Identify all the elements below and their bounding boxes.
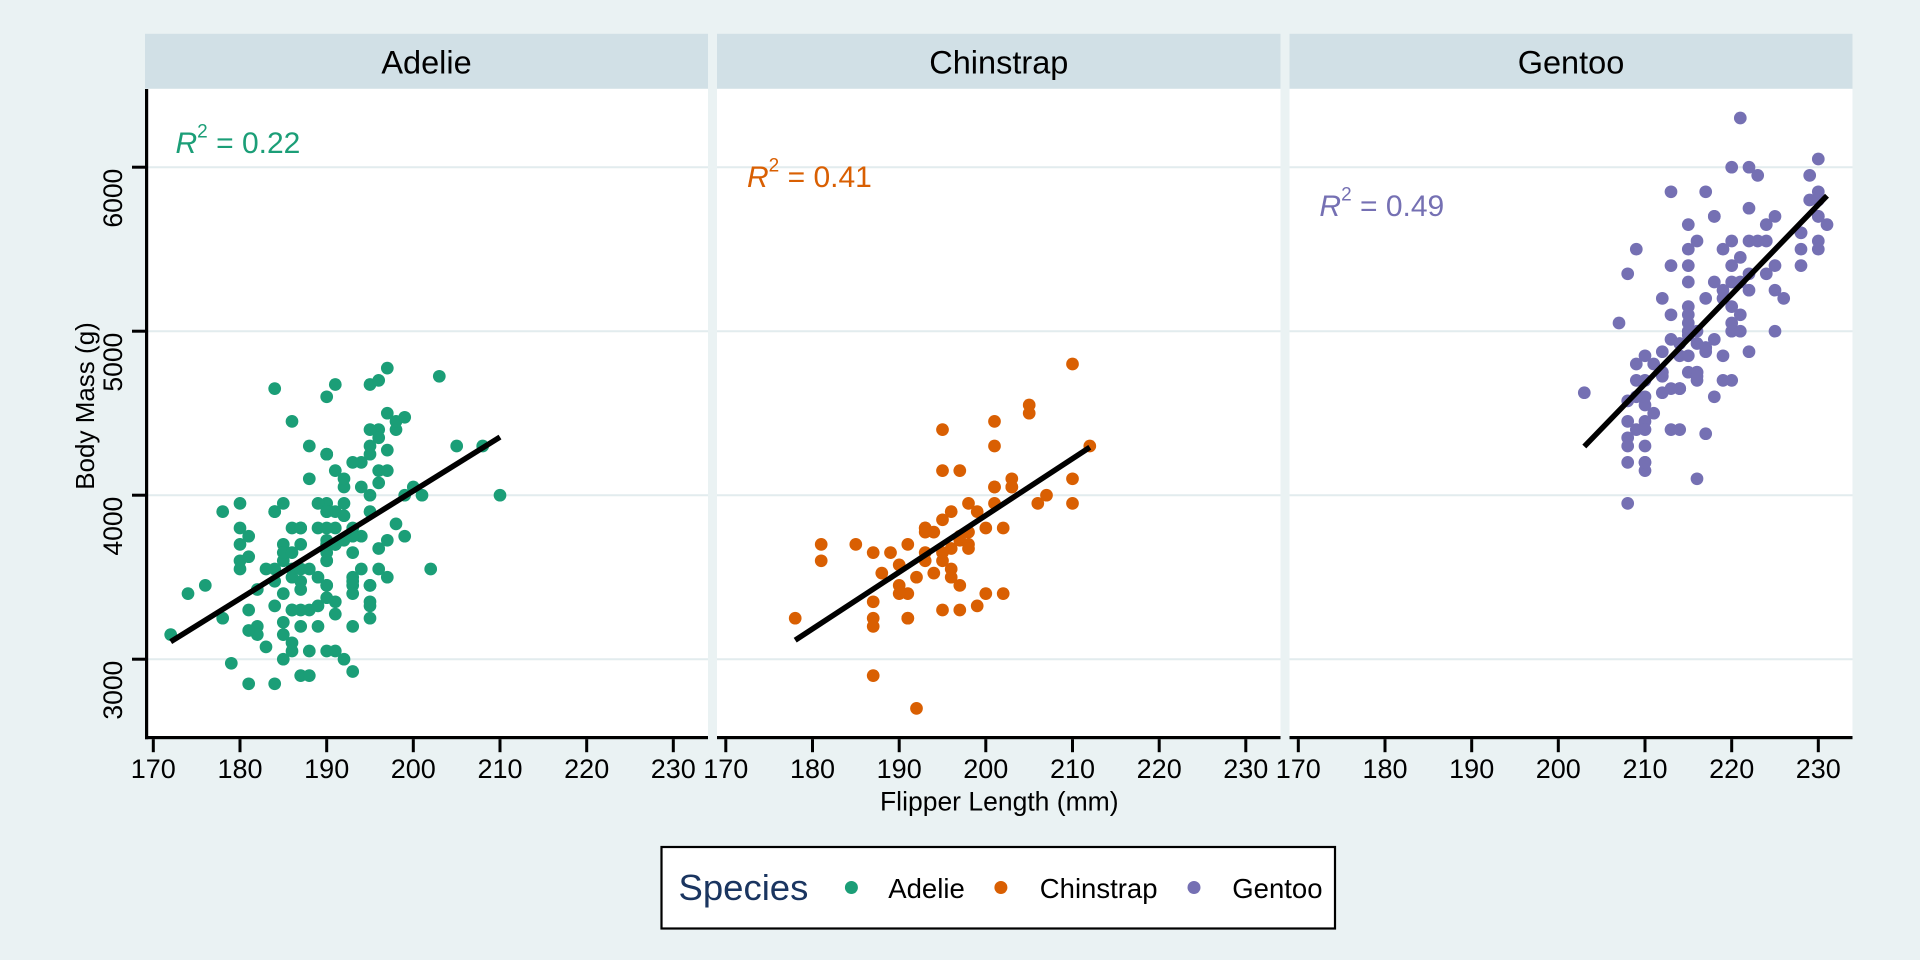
svg-text:R2 = 0.41: R2 = 0.41 xyxy=(747,156,872,195)
svg-text:170: 170 xyxy=(703,754,748,784)
svg-text:R2 = 0.22: R2 = 0.22 xyxy=(176,122,301,161)
svg-text:230: 230 xyxy=(651,754,696,784)
svg-text:190: 190 xyxy=(304,754,349,784)
svg-text:R2 = 0.49: R2 = 0.49 xyxy=(1319,185,1444,224)
svg-text:190: 190 xyxy=(877,754,922,784)
svg-text:Adelie: Adelie xyxy=(381,45,471,81)
svg-text:200: 200 xyxy=(391,754,436,784)
svg-text:220: 220 xyxy=(564,754,609,784)
svg-text:220: 220 xyxy=(1137,754,1182,784)
svg-text:210: 210 xyxy=(1622,754,1667,784)
svg-text:170: 170 xyxy=(1276,754,1321,784)
svg-text:230: 230 xyxy=(1223,754,1268,784)
svg-text:Gentoo: Gentoo xyxy=(1518,45,1625,81)
svg-text:5000: 5000 xyxy=(98,333,128,392)
svg-text:6000: 6000 xyxy=(98,169,128,228)
svg-text:Gentoo: Gentoo xyxy=(1232,873,1322,904)
svg-text:210: 210 xyxy=(1050,754,1095,784)
svg-text:180: 180 xyxy=(790,754,835,784)
svg-text:230: 230 xyxy=(1796,754,1841,784)
svg-text:220: 220 xyxy=(1709,754,1754,784)
svg-text:190: 190 xyxy=(1449,754,1494,784)
svg-text:Body Mass (g): Body Mass (g) xyxy=(70,322,100,490)
svg-text:Species: Species xyxy=(679,867,809,908)
svg-text:180: 180 xyxy=(217,754,262,784)
svg-text:Chinstrap: Chinstrap xyxy=(929,45,1068,81)
svg-text:Flipper Length (mm): Flipper Length (mm) xyxy=(880,787,1119,817)
svg-text:210: 210 xyxy=(477,754,522,784)
svg-text:4000: 4000 xyxy=(98,497,128,556)
svg-text:Chinstrap: Chinstrap xyxy=(1040,873,1158,904)
svg-text:180: 180 xyxy=(1362,754,1407,784)
svg-text:3000: 3000 xyxy=(98,661,128,720)
svg-text:200: 200 xyxy=(963,754,1008,784)
svg-text:200: 200 xyxy=(1536,754,1581,784)
svg-text:Adelie: Adelie xyxy=(888,873,964,904)
svg-text:170: 170 xyxy=(131,754,176,784)
